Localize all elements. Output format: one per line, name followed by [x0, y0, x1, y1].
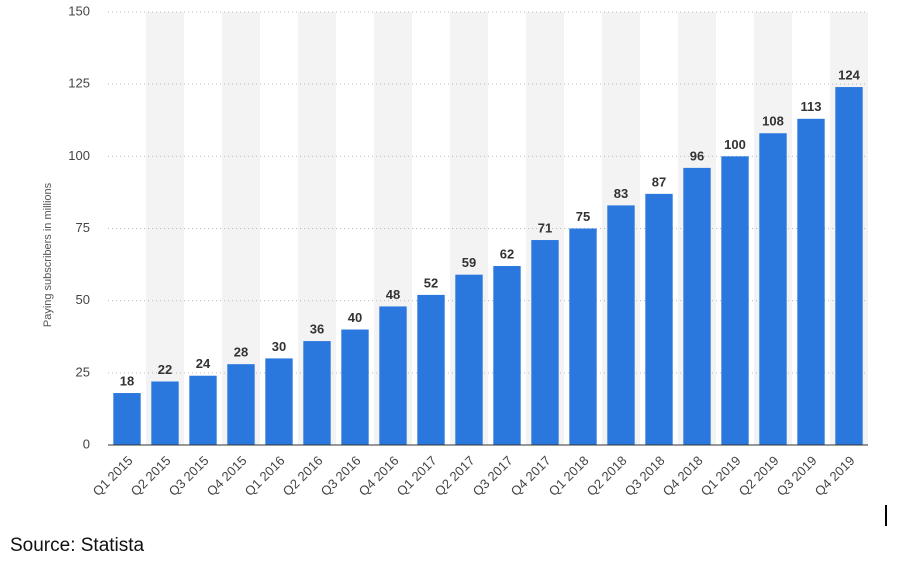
bar	[341, 329, 369, 445]
x-tick-label: Q2 2019	[736, 453, 782, 499]
y-tick-label: 0	[83, 436, 90, 451]
value-label: 87	[652, 174, 666, 189]
x-tick-label: Q2 2018	[584, 453, 630, 499]
x-tick-label: Q4 2017	[508, 453, 554, 499]
value-label: 24	[196, 356, 211, 371]
value-label: 59	[462, 255, 476, 270]
value-label: 124	[838, 67, 860, 82]
value-label: 18	[120, 373, 134, 388]
bar	[189, 375, 217, 445]
bar	[151, 381, 179, 445]
value-label: 52	[424, 275, 438, 290]
bar	[759, 133, 787, 446]
x-tick-label: Q4 2018	[660, 453, 706, 499]
bar	[531, 240, 559, 445]
y-tick-label: 125	[68, 76, 90, 91]
x-tick-label: Q1 2015	[90, 453, 136, 499]
bar	[227, 364, 255, 445]
y-tick-label: 25	[76, 364, 90, 379]
y-tick-label: 150	[68, 3, 90, 18]
value-label: 28	[234, 345, 248, 360]
bar	[645, 193, 673, 445]
bar	[797, 118, 825, 445]
y-tick-label: 75	[76, 220, 90, 235]
bar	[569, 228, 597, 445]
x-tick-label: Q3 2017	[470, 453, 516, 499]
x-tick-label: Q2 2016	[280, 453, 326, 499]
x-tick-label: Q3 2018	[622, 453, 668, 499]
bar	[607, 205, 635, 445]
value-label: 75	[576, 209, 590, 224]
value-label: 113	[801, 99, 822, 114]
value-label: 62	[500, 246, 514, 261]
y-tick-label: 100	[68, 148, 90, 163]
source: Source: Statista	[10, 535, 145, 556]
value-label: 96	[690, 148, 704, 163]
value-label: 71	[538, 220, 552, 235]
value-label: 40	[348, 310, 362, 325]
x-tick-label: Q1 2019	[698, 453, 744, 499]
x-tick-label: Q1 2017	[394, 453, 440, 499]
value-label: 108	[762, 114, 784, 129]
bar	[493, 266, 521, 445]
value-label: 22	[158, 362, 172, 377]
value-label: 30	[272, 339, 286, 354]
bar	[113, 393, 141, 445]
value-label: 83	[614, 186, 628, 201]
bar	[303, 341, 331, 445]
value-label: 48	[386, 287, 400, 302]
x-tick-label: Q4 2019	[812, 453, 858, 499]
x-tick-label: Q3 2015	[166, 453, 212, 499]
x-tick-label: Q3 2019	[774, 453, 820, 499]
x-tick-label: Q1 2016	[242, 453, 288, 499]
x-tick-label: Q1 2018	[546, 453, 592, 499]
bar	[417, 294, 445, 445]
bar	[455, 274, 483, 445]
x-tick-label: Q2 2015	[128, 453, 174, 499]
value-label: 100	[724, 137, 746, 152]
x-tick-label: Q4 2016	[356, 453, 402, 499]
bar	[379, 306, 407, 445]
x-tick-label: Q2 2017	[432, 453, 478, 499]
bar	[683, 167, 711, 445]
x-tick-label: Q4 2015	[204, 453, 250, 499]
bar	[265, 358, 293, 445]
x-tick-label: Q3 2016	[318, 453, 364, 499]
y-tick-label: 50	[76, 292, 90, 307]
value-label: 36	[310, 322, 324, 337]
bar	[835, 87, 863, 445]
bar	[721, 156, 749, 446]
y-axis-label: Paying subscribers in millions	[42, 182, 54, 327]
